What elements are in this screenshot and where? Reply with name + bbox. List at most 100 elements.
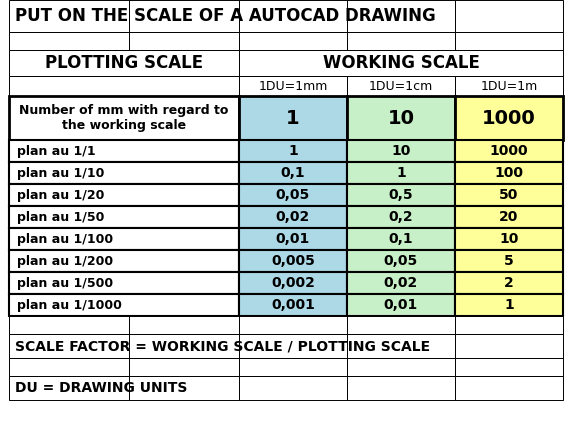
Bar [129,0,239,32]
Text: PLOTTING SCALE: PLOTTING SCALE [45,54,203,72]
Bar [347,358,455,376]
Bar [129,376,239,400]
Bar [9,206,239,228]
Bar [347,162,455,184]
Bar [9,250,239,272]
Bar [239,250,347,272]
Text: 1: 1 [396,166,406,180]
Text: 10: 10 [387,109,415,127]
Text: 20: 20 [499,210,519,224]
Text: plan au 1/1000: plan au 1/1000 [17,298,122,311]
Text: plan au 1/1: plan au 1/1 [17,145,96,158]
Text: 1: 1 [504,298,514,312]
Bar [239,316,347,334]
Text: 0,005: 0,005 [271,254,315,268]
Bar [347,376,455,400]
Bar [239,376,347,400]
Bar [129,316,239,334]
Bar [455,140,563,162]
Text: plan au 1/200: plan au 1/200 [17,255,113,268]
Bar [455,294,563,316]
Bar [347,334,455,358]
Bar [129,334,239,358]
Bar [239,96,347,140]
Bar [455,334,563,358]
Bar [455,358,563,376]
Text: 1DU=1mm: 1DU=1mm [259,80,328,93]
Bar [347,206,455,228]
Text: 1000: 1000 [482,109,536,127]
Bar [239,272,347,294]
Bar [9,294,239,316]
Text: 1DU=1cm: 1DU=1cm [369,80,433,93]
Bar [347,140,455,162]
Text: 0,01: 0,01 [276,232,310,246]
Bar [455,162,563,184]
Bar [9,96,239,140]
Bar [347,250,455,272]
Bar [129,32,239,50]
Bar [239,76,347,96]
Bar [9,0,129,32]
Bar [239,358,347,376]
Text: 0,05: 0,05 [384,254,418,268]
Bar [9,162,239,184]
Bar [455,206,563,228]
Bar [9,358,129,376]
Bar [9,272,239,294]
Text: plan au 1/20: plan au 1/20 [17,188,104,201]
Text: 0,5: 0,5 [389,188,414,202]
Bar [239,0,347,32]
Text: plan au 1/100: plan au 1/100 [17,233,113,246]
Bar [347,32,455,50]
Text: 100: 100 [495,166,523,180]
Bar [347,76,455,96]
Bar [9,50,239,76]
Bar [9,334,129,358]
Text: WORKING SCALE: WORKING SCALE [323,54,479,72]
Text: 50: 50 [499,188,519,202]
Bar [347,184,455,206]
Bar [455,316,563,334]
Text: 1: 1 [286,109,300,127]
Bar [129,358,239,376]
Bar [9,140,239,162]
Bar [455,96,563,140]
Text: plan au 1/10: plan au 1/10 [17,167,104,180]
Text: 0,02: 0,02 [276,210,310,224]
Bar [9,228,239,250]
Bar [455,228,563,250]
Text: SCALE FACTOR = WORKING SCALE / PLOTTING SCALE: SCALE FACTOR = WORKING SCALE / PLOTTING … [15,339,430,353]
Bar [9,184,239,206]
Text: 1: 1 [288,144,298,158]
Bar [239,50,563,76]
Bar [455,250,563,272]
Text: 10: 10 [391,144,411,158]
Text: 0,02: 0,02 [384,276,418,290]
Bar [239,294,347,316]
Bar [347,272,455,294]
Bar [347,0,455,32]
Bar [239,334,347,358]
Text: 2: 2 [504,276,514,290]
Bar [455,184,563,206]
Text: 0,002: 0,002 [271,276,315,290]
Text: Number of mm with regard to
the working scale: Number of mm with regard to the working … [19,104,229,132]
Text: PUT ON THE SCALE OF A AUTOCAD DRAWING: PUT ON THE SCALE OF A AUTOCAD DRAWING [15,7,436,25]
Bar [455,32,563,50]
Bar [347,228,455,250]
Bar [347,96,455,140]
Bar [455,272,563,294]
Text: 10: 10 [499,232,519,246]
Text: 0,1: 0,1 [389,232,414,246]
Text: 5: 5 [504,254,514,268]
Bar [347,316,455,334]
Bar [347,294,455,316]
Bar [9,316,129,334]
Text: 0,001: 0,001 [271,298,315,312]
Bar [9,32,129,50]
Bar [239,162,347,184]
Bar [239,32,347,50]
Bar [9,376,129,400]
Bar [455,376,563,400]
